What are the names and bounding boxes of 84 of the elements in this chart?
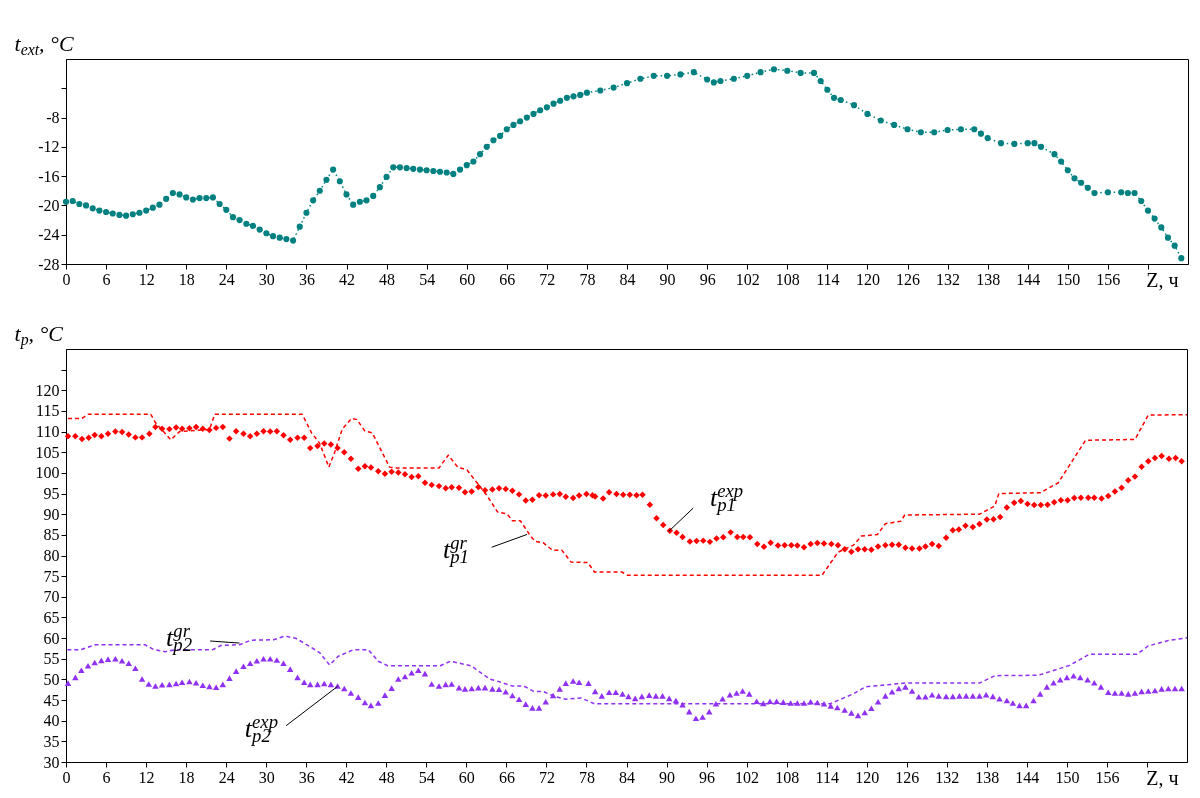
x-tick-label: 24: [218, 768, 235, 786]
x-tick-label: 66: [498, 768, 515, 786]
x-tick-label: 12: [138, 768, 155, 786]
y-tick-label: 65: [43, 608, 60, 626]
x-tick-label: 0: [62, 768, 71, 786]
y-tick-label: 85: [43, 526, 60, 544]
x-tick-label: 30: [258, 768, 275, 786]
y-tick-label: 110: [36, 423, 60, 441]
y-axis-title: t$_{p}$, °C: [14, 320, 64, 349]
y-axis-title: t$_{ext}$, °C: [14, 30, 74, 58]
x-tick-label: 36: [298, 768, 315, 786]
x-tick-label: 156: [1095, 768, 1120, 786]
x-tick-label: 48: [379, 270, 396, 288]
x-tick-label: 120: [855, 270, 880, 288]
x-tick-label: 96: [699, 768, 716, 786]
y-tick-label: 50: [43, 670, 60, 688]
y-tick-label: -20: [38, 196, 60, 214]
x-tick-label: 0: [62, 270, 71, 288]
x-tick-label: 54: [418, 768, 435, 786]
x-tick-label: 102: [735, 768, 760, 786]
y-tick-label: 70: [43, 588, 60, 606]
x-tick-label: 114: [816, 270, 840, 288]
x-tick-label: 156: [1096, 270, 1121, 288]
x-tick-label: 126: [895, 768, 920, 786]
x-tick-label: 78: [579, 270, 596, 288]
y-tick-label: -16: [38, 167, 60, 185]
x-tick-label: 108: [775, 270, 800, 288]
x-tick-label: 150: [1056, 270, 1081, 288]
x-tick-label: 48: [378, 768, 395, 786]
y-tick-label: 105: [35, 443, 60, 461]
x-axis-title: Z, ч: [1146, 268, 1179, 291]
y-tick-label: 115: [36, 402, 60, 420]
x-tick-label: 96: [699, 270, 716, 288]
x-tick-label: 6: [102, 768, 111, 786]
y-tick-label: 30: [43, 753, 60, 771]
x-tick-label: 66: [499, 270, 516, 288]
y-tick-label: -12: [38, 138, 60, 156]
x-tick-label: 18: [178, 270, 195, 288]
y-tick-label: 55: [43, 650, 60, 668]
x-tick-label: 78: [578, 768, 595, 786]
y-tick-label: 75: [43, 567, 60, 585]
x-tick-label: 36: [298, 270, 315, 288]
x-tick-label: 120: [855, 768, 880, 786]
y-tick-label: 60: [43, 629, 60, 647]
x-tick-label: 102: [735, 270, 760, 288]
y-tick-label: 80: [43, 547, 60, 564]
y-tick-label: 95: [43, 485, 60, 503]
x-tick-label: 84: [619, 270, 636, 288]
x-tick-label: 90: [659, 270, 676, 288]
y-tick-label: 120: [35, 381, 60, 399]
x-tick-label: 18: [178, 768, 195, 786]
x-tick-label: 126: [896, 270, 920, 288]
x-tick-label: 60: [459, 270, 476, 288]
x-tick-label: 6: [102, 270, 111, 288]
y-tick-label: 35: [43, 732, 60, 750]
x-tick-label: 90: [659, 768, 676, 786]
x-tick-label: 72: [538, 768, 555, 786]
y-tick-label: -28: [38, 255, 60, 273]
y-tick-label: -24: [38, 226, 60, 244]
x-tick-label: 54: [419, 270, 436, 288]
x-tick-label: 42: [339, 270, 355, 288]
x-tick-label: 132: [936, 270, 961, 288]
y-tick-label: -8: [46, 109, 60, 127]
x-tick-label: 12: [138, 270, 155, 288]
x-tick-label: 108: [775, 768, 800, 786]
x-tick-label: 114: [815, 768, 839, 786]
y-tick-label: 90: [43, 505, 60, 523]
x-tick-label: 144: [1016, 270, 1041, 288]
line-series: [67, 413, 1188, 577]
x-tick-label: 150: [1055, 768, 1080, 786]
y-tick-label: 40: [43, 712, 60, 730]
x-tick-label: 138: [976, 270, 1001, 288]
y-tick-label: 45: [43, 691, 60, 709]
x-tick-label: 42: [338, 768, 355, 786]
x-tick-label: 60: [458, 768, 475, 786]
x-tick-label: 138: [975, 768, 1000, 786]
x-tick-label: 30: [258, 270, 275, 288]
x-tick-label: 132: [935, 768, 960, 786]
x-tick-label: 72: [539, 270, 556, 288]
x-tick-label: 24: [218, 270, 235, 288]
x-axis-title: Z, ч: [1146, 766, 1179, 789]
x-tick-label: 144: [1015, 768, 1040, 786]
y-tick-label: 100: [35, 464, 60, 482]
x-tick-label: 84: [619, 768, 635, 786]
